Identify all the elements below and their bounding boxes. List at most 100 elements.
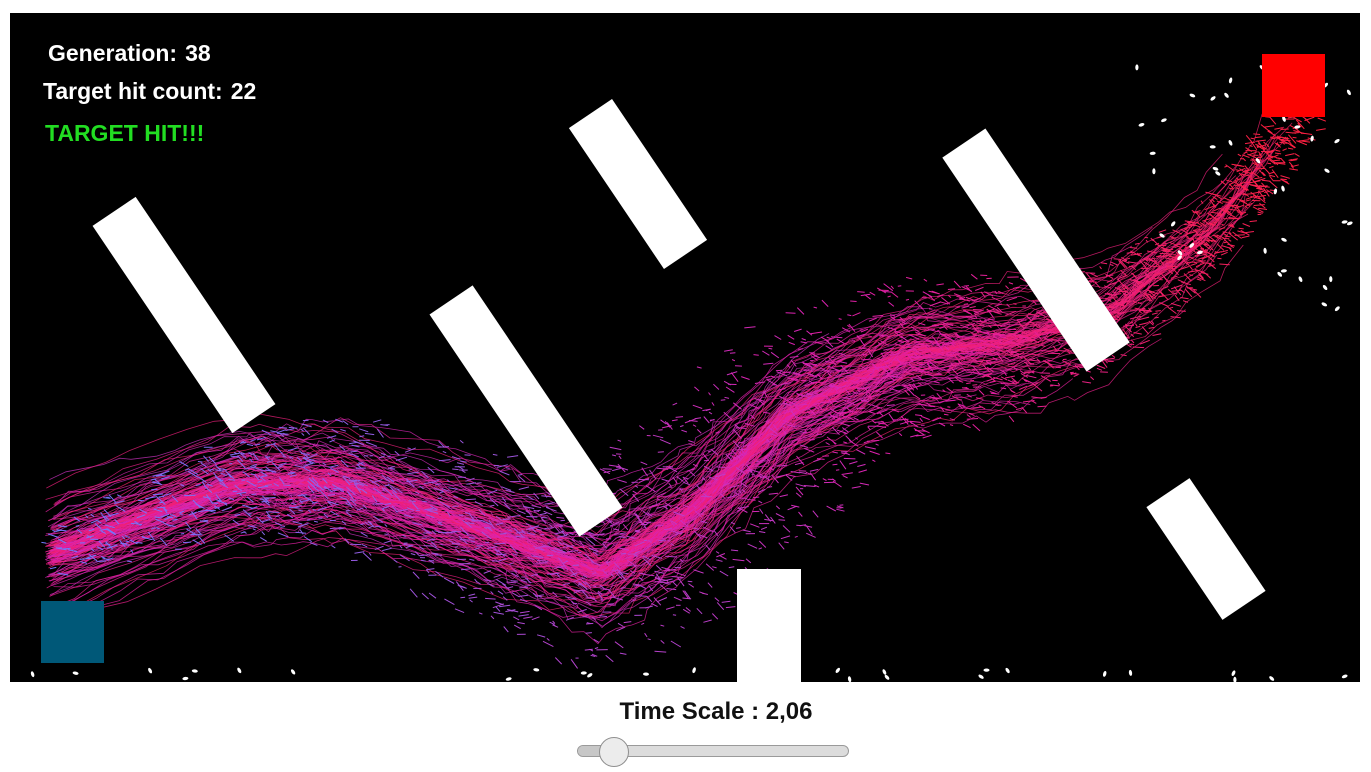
rocket-particle (851, 340, 856, 342)
crashed-rocket (983, 668, 990, 672)
rocket-particle (1103, 357, 1115, 361)
rocket-particle (261, 531, 266, 536)
rocket-particle (55, 547, 67, 551)
rocket-particle (949, 418, 955, 421)
rocket-particle (300, 428, 304, 432)
rocket-particle (76, 529, 83, 534)
rocket-particle (517, 474, 523, 476)
rocket-particle (954, 376, 961, 382)
rocket-particle (483, 579, 491, 582)
rocket-particle (651, 554, 663, 559)
rocket-particle (689, 470, 696, 477)
rocket-particle (582, 615, 589, 618)
rocket-particle (1161, 247, 1168, 253)
rocket-particle (441, 488, 450, 492)
rocket-particle (1186, 262, 1193, 271)
rocket-particle (273, 482, 280, 487)
rocket-particle (1130, 333, 1135, 338)
rocket-particle (716, 553, 726, 558)
rocket-particle (610, 573, 615, 578)
rocket-particle (654, 650, 667, 653)
rocket-particle (430, 541, 437, 548)
rocket-particle (735, 427, 746, 429)
rocket-particle (73, 516, 81, 522)
rocket-particle (1292, 136, 1297, 139)
rocket-particle (670, 640, 682, 648)
rocket-particle (1184, 220, 1195, 223)
rocket-particle (493, 574, 501, 578)
rocket-particle (696, 485, 703, 492)
rocket-particle (1269, 180, 1278, 189)
rocket-particle (549, 621, 555, 625)
time-scale-slider[interactable] (577, 745, 849, 757)
rocket-particle (1188, 256, 1195, 260)
rocket-particle (1209, 263, 1213, 267)
rocket-particle (1151, 312, 1158, 315)
rocket-particle (403, 543, 413, 547)
rocket-particle (852, 391, 857, 394)
rocket-particle (246, 496, 254, 503)
rocket-particle (495, 522, 503, 526)
time-scale-slider-thumb[interactable] (598, 737, 629, 767)
rocket-particle (758, 500, 763, 504)
rocket-particle (966, 382, 971, 385)
rocket-particle (1265, 191, 1270, 197)
rocket-particle (1288, 159, 1293, 161)
rocket-particle (307, 480, 315, 488)
rocket-particle (906, 387, 915, 396)
rocket-particle (1007, 354, 1019, 356)
rocket-particle (796, 393, 803, 397)
rocket-particle (923, 359, 932, 362)
rocket-particle (851, 486, 861, 489)
rocket-particle (1119, 259, 1128, 268)
rocket-particle (532, 592, 538, 598)
rocket-particle (55, 529, 63, 532)
rocket-particle (571, 600, 575, 605)
rocket-trail (51, 363, 1089, 586)
rocket-particle (877, 342, 881, 345)
rocket-particle (519, 598, 528, 603)
rocket-particle (335, 418, 344, 423)
rocket-particle (696, 607, 703, 615)
rocket-particle (839, 422, 851, 427)
rocket-particle (605, 561, 610, 566)
rocket-particle (338, 527, 344, 530)
rocket-particle (1117, 278, 1125, 287)
rocket-particle (940, 323, 951, 328)
rocket-particle (1012, 380, 1019, 384)
rocket-particle (960, 324, 969, 328)
rocket-particle (151, 478, 157, 481)
rocket-particle (239, 441, 247, 444)
rocket-particle (1158, 229, 1167, 233)
rocket-particle (100, 512, 108, 522)
rocket-particle (803, 485, 816, 487)
rocket-particle (591, 571, 597, 575)
rocket-particle (841, 327, 851, 333)
rocket-particle (1235, 187, 1240, 190)
rocket-particle (981, 343, 987, 345)
rocket-particle (1267, 130, 1276, 137)
rocket-particle (428, 592, 437, 599)
rocket-particle (531, 616, 540, 621)
rocket-particle (430, 544, 440, 551)
rocket-particle (353, 440, 365, 446)
rocket-particle (786, 364, 791, 368)
rocket-particle (986, 308, 995, 313)
rocket-particle (745, 464, 753, 473)
rocket-particle (1226, 179, 1233, 183)
rocket-particle (266, 514, 271, 519)
rocket-particle (660, 419, 667, 425)
rocket-particle (1186, 261, 1196, 263)
rocket-particle (459, 460, 467, 463)
rocket-particle (702, 477, 706, 481)
rocket-particle (156, 496, 166, 505)
rocket-particle (294, 465, 306, 469)
rocket-particle (353, 483, 362, 494)
rocket-particle (1228, 231, 1232, 234)
rocket-particle (557, 540, 563, 546)
rocket-particle (296, 456, 303, 462)
rocket-particle (200, 468, 209, 475)
rocket-particle (431, 552, 439, 555)
rocket-particle (1169, 306, 1174, 309)
rocket-particle (577, 583, 583, 586)
